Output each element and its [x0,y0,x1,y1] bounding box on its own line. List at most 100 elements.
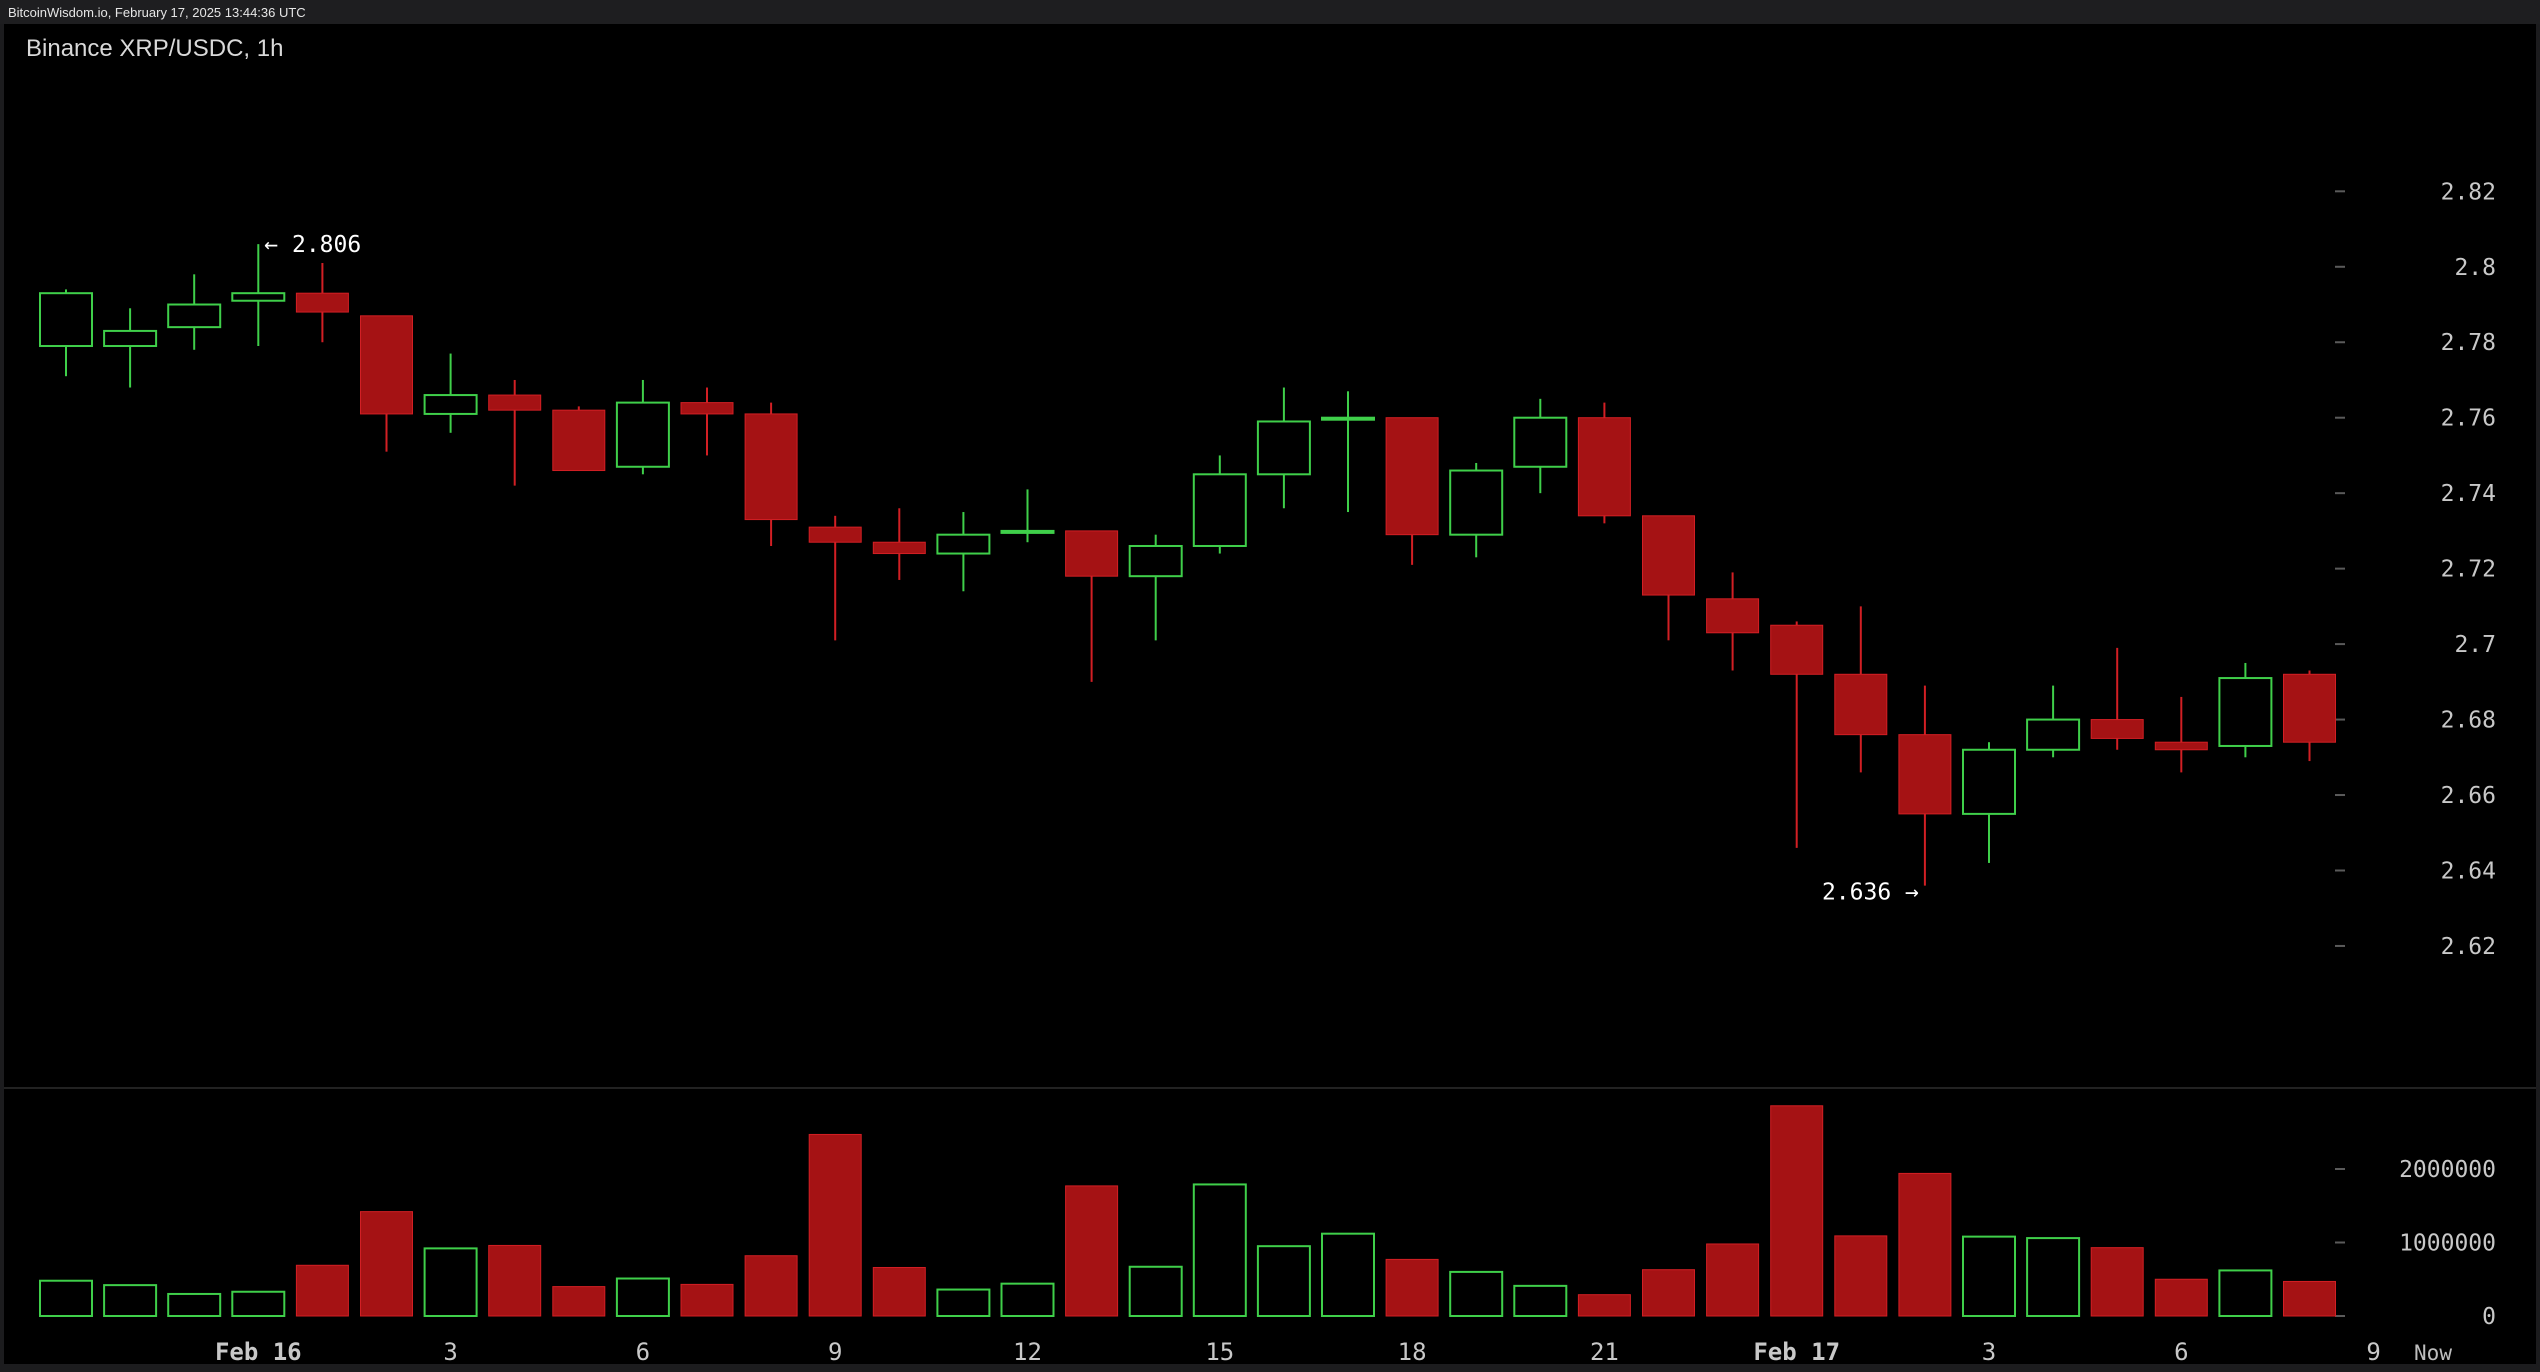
annotations: ← 2.806 2.636 → [264,232,1919,905]
volume-tick-label: 2000000 [2399,1157,2496,1183]
volume-bar [423,1247,478,1318]
volume-bar [295,1264,349,1317]
candle-down [295,263,349,343]
candle-body [552,409,606,472]
volume-bar [39,1279,93,1317]
candle-body [1834,673,1888,736]
candle-body [103,329,158,348]
candle-down [1065,530,1119,682]
volume-bar [2026,1237,2081,1317]
candle-body [1770,624,1824,675]
volume-bar [1065,1185,1119,1317]
volume-bar [744,1255,798,1317]
volume-bar [1642,1269,1695,1317]
candle-down [1898,685,1952,886]
candle-body [1577,417,1631,517]
volume-bar [552,1286,606,1317]
candle-body [1065,530,1119,577]
source-timestamp: BitcoinWisdom.io, February 17, 2025 13:4… [8,5,306,20]
volume-bar [231,1290,286,1317]
candle-body [360,315,413,415]
volume-bar [680,1283,734,1317]
volume-bar [2218,1269,2273,1318]
volume-bar [615,1277,670,1318]
candle-up [1513,398,1568,494]
candle-down [1385,417,1439,565]
candle-body [808,526,862,543]
candle-down [2283,670,2336,762]
candle-up [167,274,222,350]
volume-bar [1321,1232,1375,1318]
time-axis: Feb 16 3 6 9 12 15 18 21 Feb 17 3 6 9 Now [215,1338,2452,1366]
candle-down [1834,606,1888,773]
candle-body [872,541,926,555]
candle-up [1321,391,1375,513]
candle-up [936,512,991,592]
volume-bar [1192,1183,1247,1318]
volume-bar [167,1292,222,1317]
candlestick-series [39,244,2336,886]
candle-down [872,508,926,580]
price-tick-label: 2.82 [2441,179,2496,205]
candle-down [1770,621,1824,848]
time-axis-label: 3 [443,1338,457,1364]
candle-up [103,308,158,388]
volume-bar [103,1284,158,1318]
candle-down [488,379,542,486]
candle-body [2090,719,2144,739]
candle-body [1128,544,1183,578]
volume-bar [2283,1280,2336,1317]
price-tick-label: 2.78 [2441,330,2496,356]
price-tick-label: 2.8 [2454,255,2496,281]
volume-bar [1128,1265,1183,1318]
price-extreme-annotation: 2.636 → [1822,880,1919,906]
time-axis-label: 9 [2366,1338,2380,1364]
chart-title: Binance XRP/USDC, 1h [26,35,284,62]
candle-up [1192,455,1247,554]
candle-down [552,406,606,472]
candle-body [1321,416,1375,421]
volume-bar [1834,1235,1888,1317]
candle-body [1000,529,1055,534]
candle-up [2026,685,2081,758]
volume-bar [1000,1282,1055,1318]
volume-bar [2090,1247,2144,1317]
candle-body [1962,748,2016,815]
volume-bar [1385,1258,1439,1317]
time-axis-label: 9 [828,1338,842,1364]
volume-bar [1513,1284,1568,1317]
chart-frame: 2.82 2.8 2.78 2.76 2.74 2.72 2.7 2.68 2.66 2.64 2.… [4,24,2536,1366]
candle-body [744,413,798,521]
time-axis-label: 12 [1013,1338,1042,1364]
chart-svg: 2.82 2.8 2.78 2.76 2.74 2.72 2.7 2.68 2.66 2.64 2.… [4,179,2536,1366]
volume-bar [872,1266,926,1317]
volume-bar [1577,1294,1631,1317]
candle-down [1642,515,1695,641]
volume-series [39,1105,2336,1318]
candle-body [1192,473,1247,547]
candle-body [1449,469,1504,536]
candle-up [1000,489,1055,543]
price-tick-label: 2.72 [2441,557,2496,583]
candle-up [1128,534,1183,641]
volume-bar [1770,1105,1824,1317]
volume-bar [2154,1278,2208,1317]
candle-up [1962,742,2016,863]
candle-body [680,402,734,415]
candle-down [360,315,413,452]
candle-body [1256,420,1311,476]
candle-body [488,394,542,411]
volume-bar [488,1244,542,1317]
candle-up [2218,662,2273,758]
time-axis-label: 18 [1398,1338,1427,1364]
candle-down [680,387,734,456]
volume-bar [1962,1235,2016,1317]
candle-down [2154,696,2208,773]
candle-body [295,292,349,313]
candle-up [615,379,670,475]
time-axis-label: Feb 16 [215,1338,302,1364]
candle-body [231,292,286,302]
price-tick-label: 2.74 [2441,481,2496,507]
candle-up [1256,387,1311,509]
time-axis-label: 15 [1205,1338,1234,1364]
